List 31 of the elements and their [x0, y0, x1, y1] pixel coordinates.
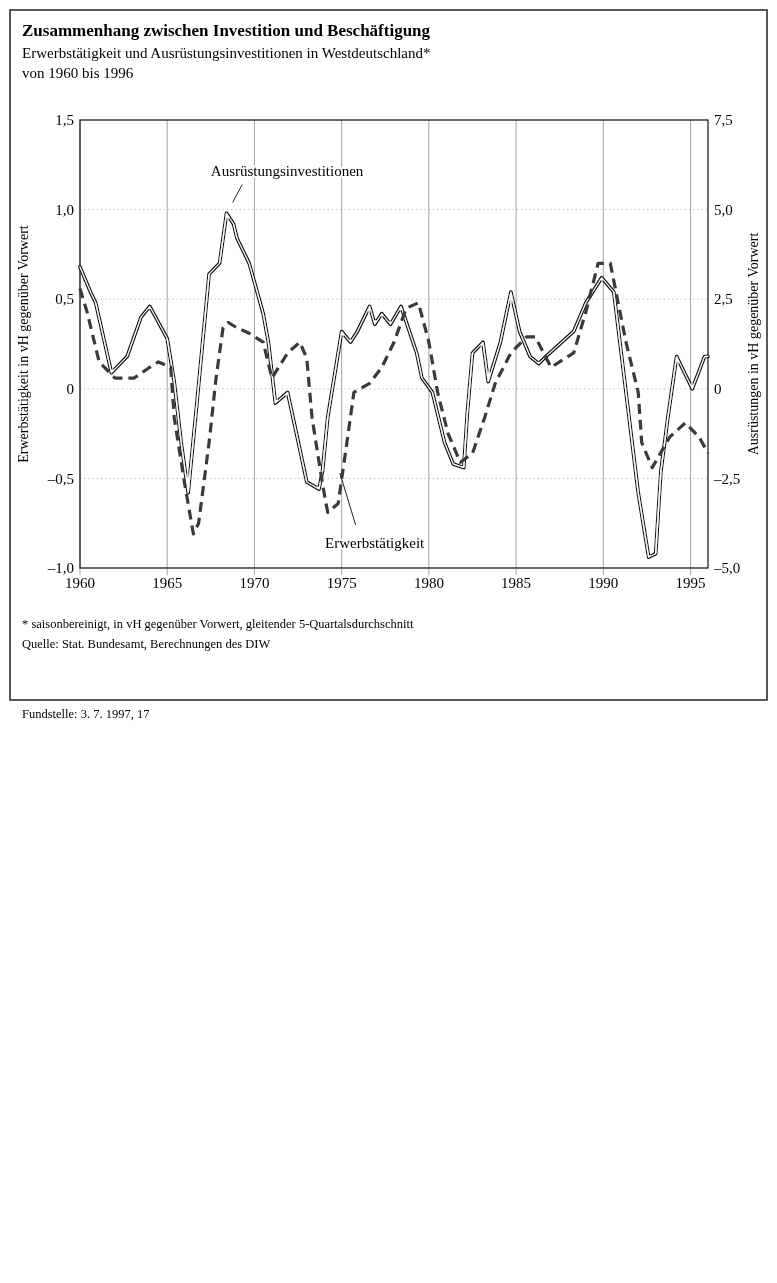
y2-axis-title: Ausrüstungen in vH gegenüber Vorwert: [746, 232, 761, 456]
x-tick-label: 1980: [413, 575, 444, 591]
text: Ausrüstungsinvestitionen: [210, 162, 364, 179]
y-tick-label: –0,5: [46, 470, 74, 487]
y2-tick-label: –5,0: [713, 560, 741, 577]
chart-title: Zusammenhang zwischen Investition und Beschäftigung: [22, 21, 431, 40]
x-tick-label: 1985: [501, 575, 532, 591]
y-tick-label: –1,0: [46, 560, 74, 577]
y-tick-label: 0: [66, 381, 74, 398]
y-axis-title: Erwerbstätigkeit in vH gegenüber Vorwert: [16, 225, 31, 463]
text: * saisonbereinigt, in vH gegenüber Vorwert, gleitender 5-Quartalsdurchschnitt: [22, 617, 414, 631]
x-tick-label: 1965: [152, 575, 183, 591]
chart-subtitle: Erwerbstätigkeit und Ausrüstungsinvestitionen in Westdeutschland* von 1960 bis 1996: [22, 45, 431, 81]
y-tick-label: 0,5: [55, 291, 74, 308]
source-note: Quelle: Stat. Bundesamt, Berechnungen des DIW: [22, 637, 271, 651]
line-series: [78, 211, 710, 560]
y-tick-label: 1,0: [55, 201, 74, 218]
x-tick-label: 1970: [239, 575, 270, 591]
x-tick-label: 1975: [326, 575, 357, 591]
y-tick-label: 1,5: [55, 112, 74, 129]
series-label: Erwerbstätigkeit: [325, 535, 426, 552]
y2-tick-label: 7,5: [714, 112, 733, 129]
text: Fundstelle: 3. 7. 1997, 17: [22, 707, 150, 721]
y2-tick-label: 2,5: [714, 291, 733, 308]
y2-tick-label: 5,0: [714, 201, 733, 218]
y2-tick-label: 0: [714, 381, 722, 398]
line-series: [78, 261, 710, 536]
y2-tick-label: –2,5: [713, 470, 741, 487]
x-tick-label: 1995: [675, 575, 706, 591]
x-tick-label: 1990: [588, 575, 619, 591]
x-tick-label: 1960: [65, 575, 95, 591]
